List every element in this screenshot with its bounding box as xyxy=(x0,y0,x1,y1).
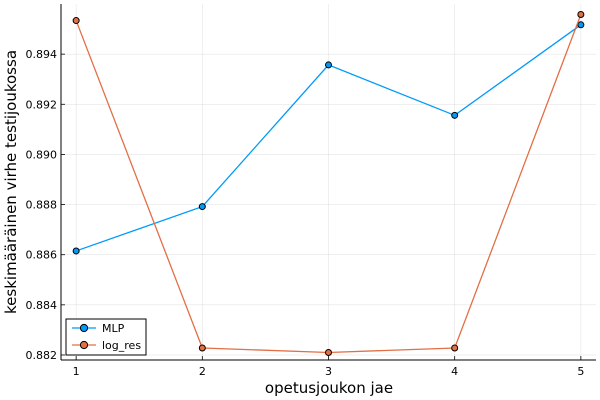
data-point-log-res xyxy=(72,17,80,25)
x-tick-labels: 1 2 3 4 5 xyxy=(73,365,585,378)
legend-box xyxy=(65,318,147,356)
x-axis-label: opetusjoukon jae xyxy=(265,379,393,397)
y-tick-label: 0.884 xyxy=(26,299,58,312)
y-tick-label: 0.886 xyxy=(26,249,58,262)
x-tick-label: 1 xyxy=(73,365,80,378)
y-tick-label: 0.888 xyxy=(26,199,58,212)
data-point-mlp xyxy=(72,247,80,255)
axes xyxy=(60,4,596,361)
data-point-log-res xyxy=(325,348,332,356)
y-tick-labels: 0.882 0.884 0.886 0.888 0.890 0.892 0.894 xyxy=(26,48,58,362)
legend-label-log-res: log_res xyxy=(102,339,141,352)
legend-label-mlp: MLP xyxy=(102,322,125,335)
data-point-mlp xyxy=(451,111,459,119)
data-point-log-res xyxy=(451,344,459,352)
data-point-mlp xyxy=(325,61,332,69)
y-tick-label: 0.890 xyxy=(26,148,58,161)
y-tick-label: 0.892 xyxy=(26,98,58,111)
y-tick-label: 0.894 xyxy=(26,48,58,61)
data-point-log-res xyxy=(577,11,585,19)
x-tick-label: 2 xyxy=(199,365,206,378)
x-tick-label: 4 xyxy=(451,365,458,378)
legend: MLP log_res xyxy=(65,318,147,356)
y-axis-label: keskimääräinen virhe testijoukossa xyxy=(2,50,20,314)
series-group xyxy=(72,11,585,356)
x-tick-label: 5 xyxy=(577,365,584,378)
legend-marker-log-res xyxy=(79,340,89,350)
x-tick-label: 3 xyxy=(325,365,332,378)
y-tick-label: 0.882 xyxy=(26,349,58,362)
data-point-mlp xyxy=(198,203,206,211)
data-point-mlp xyxy=(577,21,585,29)
grid-lines xyxy=(61,4,596,360)
legend-marker-mlp xyxy=(79,323,89,333)
data-point-log-res xyxy=(198,344,206,352)
